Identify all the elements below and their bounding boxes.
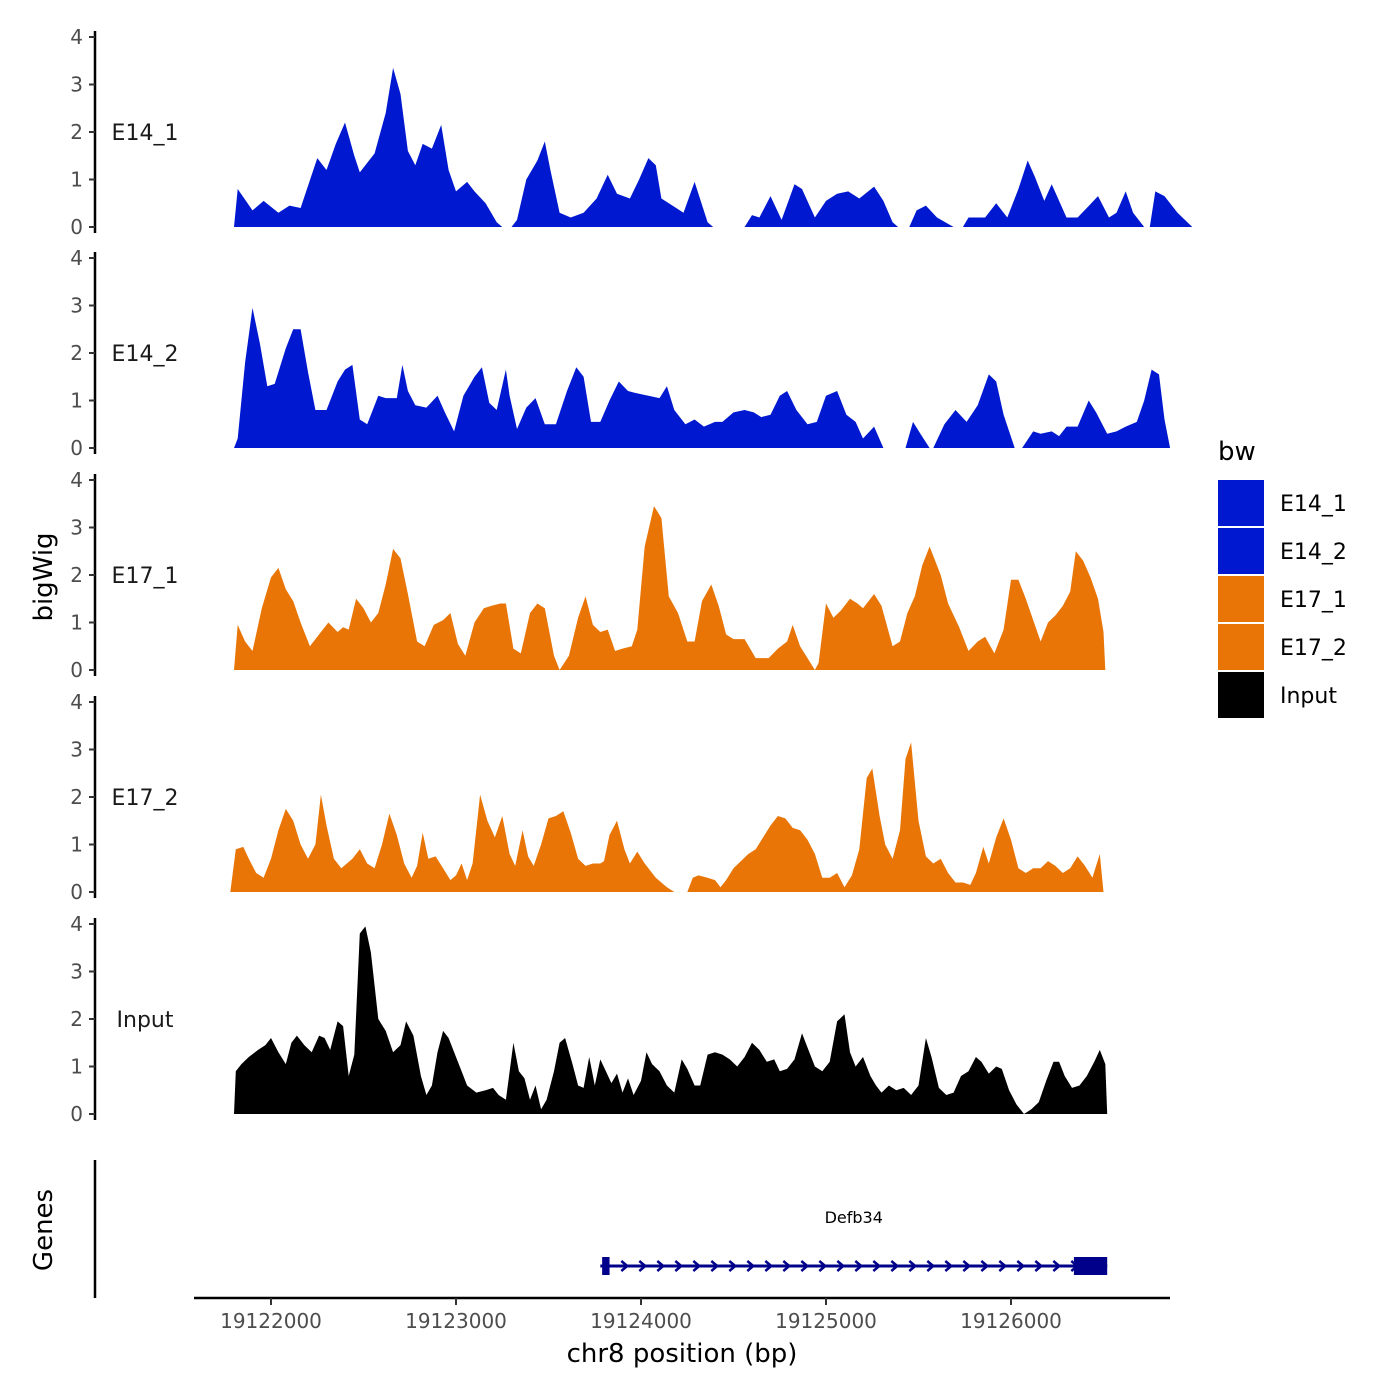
strand-arrow [944, 1260, 954, 1272]
area-e17_2 [230, 742, 1104, 892]
strand-arrow [728, 1260, 738, 1272]
x-axis: 19122000 19123000 19124000 19125000 19126000 [194, 1296, 1170, 1333]
strand-arrow [854, 1260, 864, 1272]
legend-title: bw [1218, 437, 1256, 467]
strand-arrow [836, 1260, 846, 1272]
y-tick-label: 3 [70, 516, 83, 540]
y-tick-label: 0 [70, 880, 83, 904]
gene-exon [1073, 1257, 1108, 1275]
strand-arrow [800, 1260, 810, 1272]
x-tick-label: 19126000 [960, 1309, 1062, 1333]
y-tick-label: 1 [70, 389, 83, 413]
strand-arrow [782, 1260, 792, 1272]
x-tick-label: 19122000 [220, 1309, 322, 1333]
track-label: Input [117, 1008, 174, 1033]
y-tick-label: 1 [70, 168, 83, 192]
y-tick-label: 2 [70, 341, 83, 365]
area-e14_1 [234, 67, 1193, 228]
strand-arrow [872, 1260, 882, 1272]
strand-arrow [908, 1260, 918, 1272]
strand-arrow [638, 1260, 648, 1272]
y-tick-label: 0 [70, 1102, 83, 1126]
strand-arrow [674, 1260, 684, 1272]
track-panel-e17_1: 0 1 2 3 4 E17_1 [70, 468, 1106, 682]
x-axis-title: chr8 position (bp) [567, 1339, 798, 1369]
x-tick-label: 19123000 [405, 1309, 507, 1333]
legend-label: E17_1 [1280, 588, 1347, 613]
legend-entry-input: Input [1218, 672, 1337, 718]
legend-swatch [1218, 672, 1264, 718]
legend-swatch [1218, 528, 1264, 574]
y-tick-label: 0 [70, 436, 83, 460]
y-axis-title: bigWig [29, 532, 59, 621]
y-tick-label: 1 [70, 1055, 83, 1079]
y-tick-label: 4 [70, 912, 83, 936]
strand-arrow [1016, 1260, 1026, 1272]
y-tick-label: 0 [70, 658, 83, 682]
track-panel-e17_2: 0 1 2 3 4 E17_2 [70, 690, 1104, 904]
y-tick-label: 2 [70, 785, 83, 809]
legend-entry-e14_1: E14_1 [1218, 480, 1347, 526]
y-tick-label: 4 [70, 468, 83, 492]
x-tick-label: 19124000 [590, 1309, 692, 1333]
track-panel-input: 0 1 2 3 4 Input [70, 912, 1108, 1126]
area-input [234, 926, 1108, 1114]
track-panel-e14_1: 0 1 2 3 4 E14_1 [70, 25, 1193, 239]
legend-label: E17_2 [1280, 636, 1347, 661]
strand-arrow [890, 1260, 900, 1272]
y-tick-label: 4 [70, 25, 83, 49]
track-label: E14_1 [112, 121, 179, 146]
y-tick-label: 4 [70, 246, 83, 270]
strand-arrow [962, 1260, 972, 1272]
y-tick-label: 4 [70, 690, 83, 714]
y-tick-label: 1 [70, 611, 83, 635]
legend-swatch [1218, 624, 1264, 670]
strand-arrow [926, 1260, 936, 1272]
y-tick-label: 2 [70, 120, 83, 144]
y-tick-label: 3 [70, 73, 83, 97]
strand-arrow [710, 1260, 720, 1272]
legend-entry-e14_2: E14_2 [1218, 528, 1347, 574]
legend-label: E14_1 [1280, 492, 1347, 517]
legend-swatch [1218, 480, 1264, 526]
strand-arrow [764, 1260, 774, 1272]
y-tick-label: 3 [70, 294, 83, 318]
strand-arrow [998, 1260, 1008, 1272]
track-label: E17_2 [112, 786, 179, 811]
strand-arrow [980, 1260, 990, 1272]
genes-panel: Defb34 [93, 1160, 1108, 1298]
strand-arrow [656, 1260, 666, 1272]
x-tick-label: 19125000 [775, 1309, 877, 1333]
strand-arrow [620, 1260, 630, 1272]
y-tick-label: 0 [70, 215, 83, 239]
y-tick-label: 3 [70, 960, 83, 984]
track-label: E14_2 [112, 342, 179, 367]
legend-entry-e17_2: E17_2 [1218, 624, 1347, 670]
legend-label: Input [1280, 684, 1337, 709]
strand-arrow [746, 1260, 756, 1272]
legend-swatch [1218, 576, 1264, 622]
track-label: E17_1 [112, 564, 179, 589]
strand-arrow [692, 1260, 702, 1272]
gene-label: Defb34 [825, 1208, 883, 1227]
area-e17_1 [234, 506, 1106, 670]
legend: bw E14_1 E14_2 E17_1 E17_2 Input [1218, 437, 1347, 718]
strand-arrow [818, 1260, 828, 1272]
strand-arrow [1052, 1260, 1062, 1272]
y-tick-label: 3 [70, 738, 83, 762]
track-panel-e14_2: 0 1 2 3 4 E14_2 [70, 246, 1171, 460]
y-tick-label: 2 [70, 563, 83, 587]
y-tick-label: 2 [70, 1007, 83, 1031]
legend-label: E14_2 [1280, 540, 1347, 565]
legend-entry-e17_1: E17_1 [1218, 576, 1347, 622]
y-tick-label: 1 [70, 833, 83, 857]
area-e14_2 [234, 307, 1171, 448]
track-panels: 0 1 2 3 4 E14_1 0 1 2 3 4 E14_2 0 1 2 3 4 E17_1 0 1 2 3 4 E17_2… [70, 25, 1193, 1126]
gene-defb34: Defb34 [600, 1208, 1108, 1275]
gene-exon [602, 1257, 610, 1275]
genes-axis-title: Genes [29, 1189, 59, 1271]
strand-arrow [1034, 1260, 1044, 1272]
